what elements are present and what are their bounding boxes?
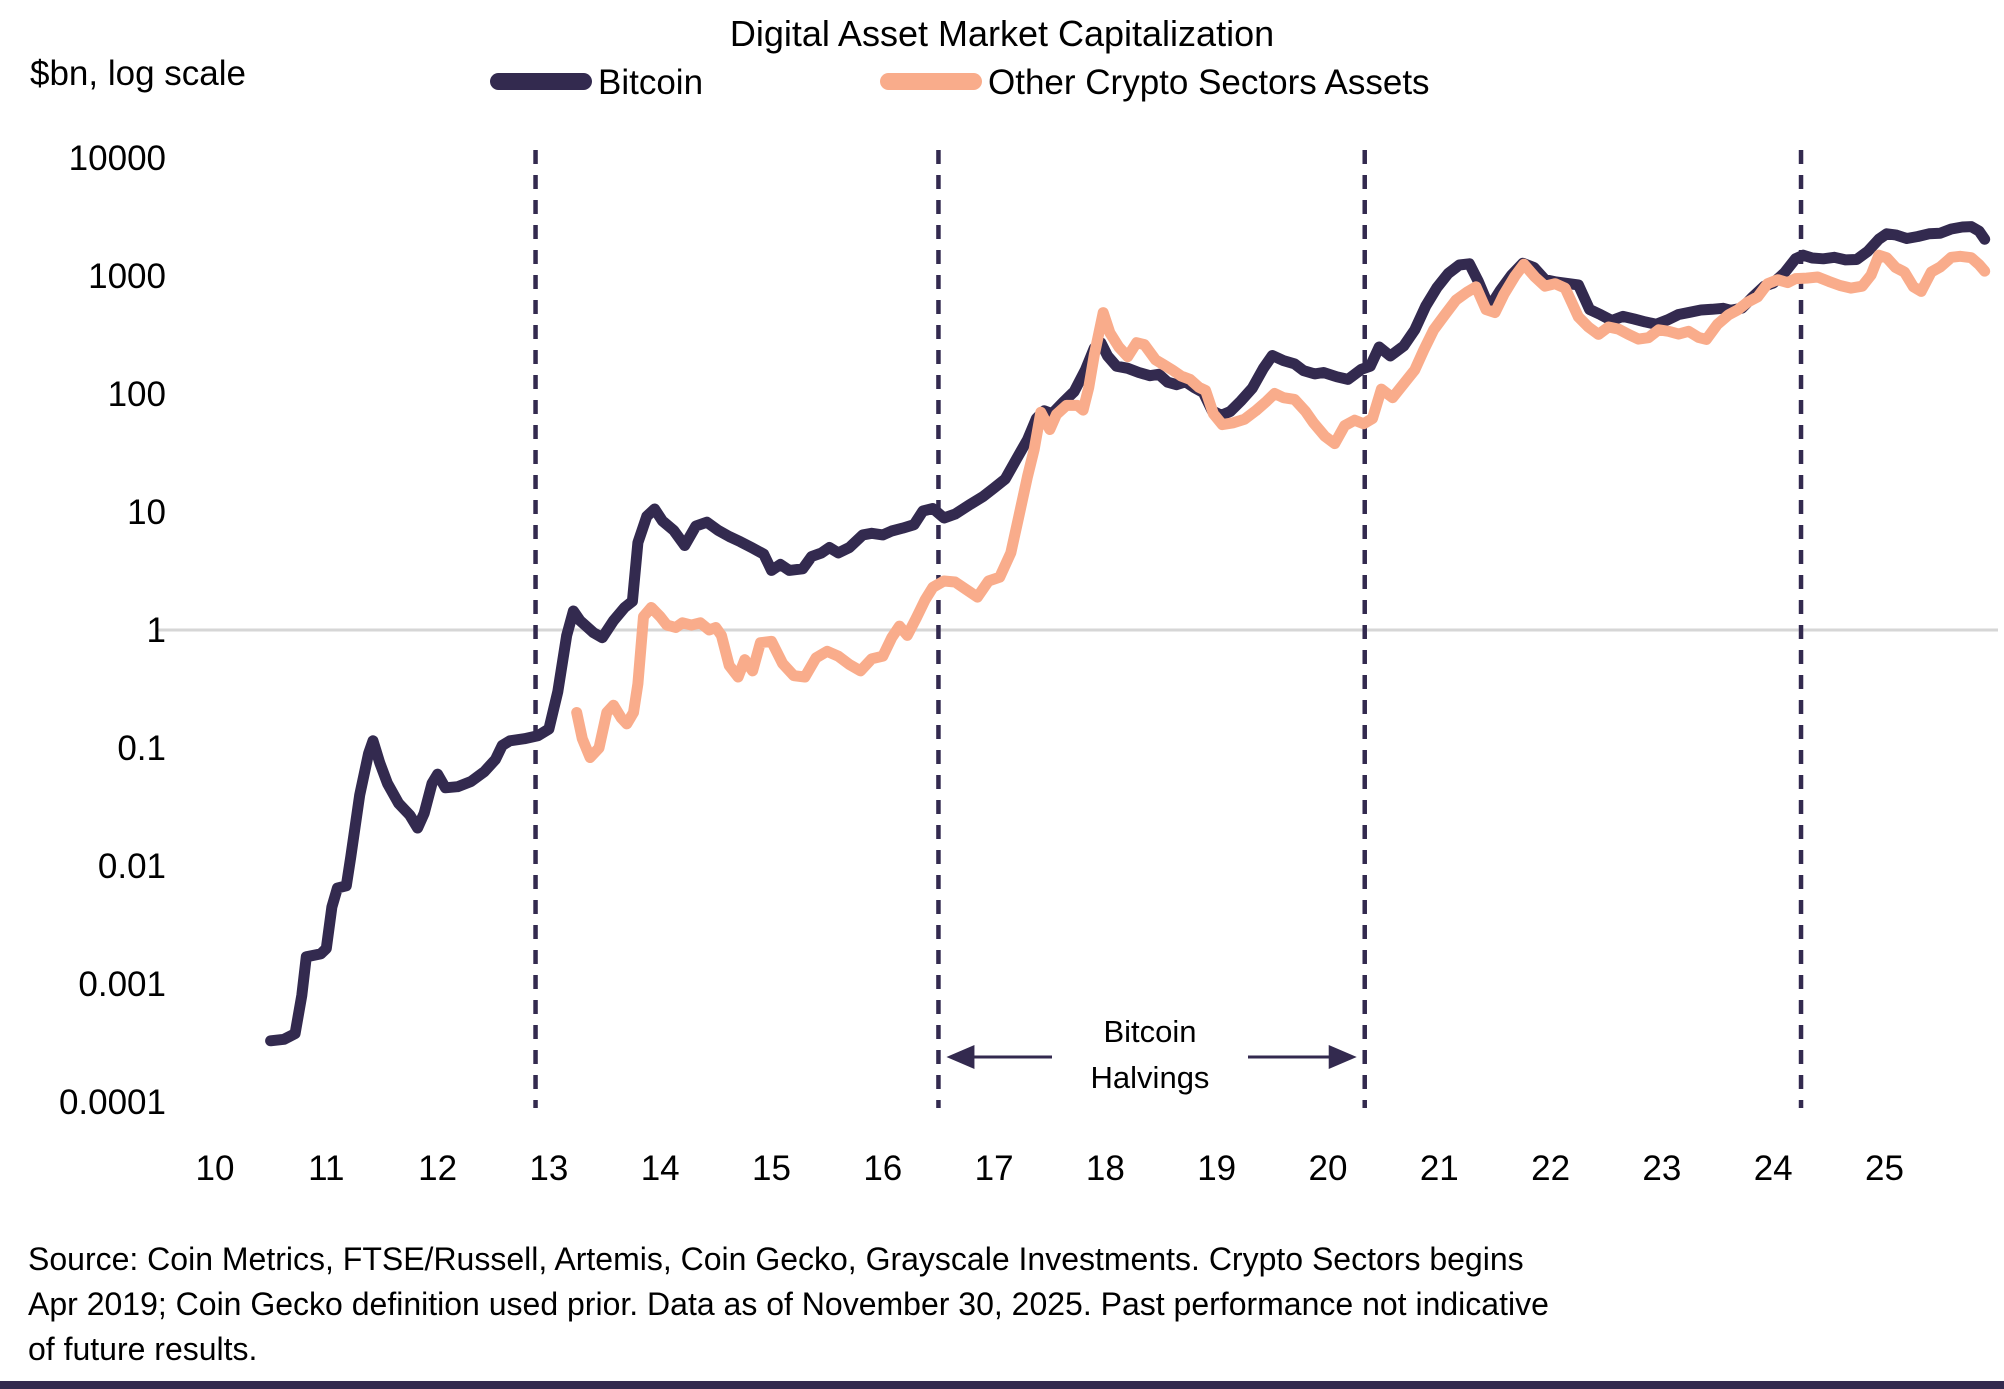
y-tick-label: 1 [147,611,166,650]
x-tick-label: 19 [1197,1149,1236,1188]
x-tick-label: 15 [752,1149,791,1188]
other-crypto-legend-label: Other Crypto Sectors Assets [988,63,1430,102]
y-tick-label: 10000 [69,139,166,178]
halving-lines-layer [533,150,1804,1108]
halvings-arrow-left-head [946,1045,975,1069]
x-tick-label: 14 [641,1149,680,1188]
other-crypto-sectors-assets-series-line [571,249,1991,763]
y-tick-label: 10 [127,493,166,532]
source-note-line3: of future results. [28,1331,257,1367]
bitcoin-legend-label: Bitcoin [598,63,703,102]
x-tick-label: 21 [1420,1149,1459,1188]
legend: Bitcoin Other Crypto Sectors Assets [490,63,1430,102]
x-tick-label: 16 [863,1149,902,1188]
y-tick-label: 0.0001 [59,1083,166,1122]
halvings-annotation-line2: Halvings [1091,1060,1210,1095]
source-note-line2: Apr 2019; Coin Gecko definition used pri… [28,1286,1549,1322]
x-tick-label: 17 [975,1149,1014,1188]
halving-arrows-layer [946,1045,1357,1069]
x-tick-label: 12 [418,1149,457,1188]
x-tick-label: 24 [1754,1149,1793,1188]
bitcoin-legend-swatch [490,73,592,90]
source-note: Source: Coin Metrics, FTSE/Russell, Arte… [28,1241,1549,1367]
x-tick-label: 25 [1865,1149,1904,1188]
x-tick-label: 23 [1642,1149,1681,1188]
x-tick-label: 18 [1086,1149,1125,1188]
x-tick-label: 20 [1309,1149,1348,1188]
source-note-line1: Source: Coin Metrics, FTSE/Russell, Arte… [28,1241,1524,1277]
series-layer [265,221,1991,1047]
other-crypto-legend-swatch [880,73,982,90]
halvings-arrow-right-head [1328,1045,1357,1069]
halvings-annotation: Bitcoin Halvings [1091,1014,1210,1095]
y-tick-label: 0.01 [98,847,166,886]
y-tick-label: 0.1 [117,729,166,768]
bottom-accent-bar [0,1381,2004,1389]
y-tick-label: 100 [108,375,166,414]
chart-title: Digital Asset Market Capitalization [730,13,1274,54]
y-axis-unit-label: $bn, log scale [30,54,246,93]
halvings-annotation-line1: Bitcoin [1103,1014,1196,1049]
axis-ticks-layer: 10000 1000 100 10 1 0.1 0.01 0.001 0.0001 10 11 12 1… [59,139,1904,1188]
x-tick-label: 13 [529,1149,568,1188]
y-tick-label: 1000 [88,257,166,296]
x-tick-label: 22 [1531,1149,1570,1188]
x-tick-label: 10 [196,1149,235,1188]
y-tick-label: 0.001 [78,965,166,1004]
x-tick-label: 11 [308,1149,344,1188]
